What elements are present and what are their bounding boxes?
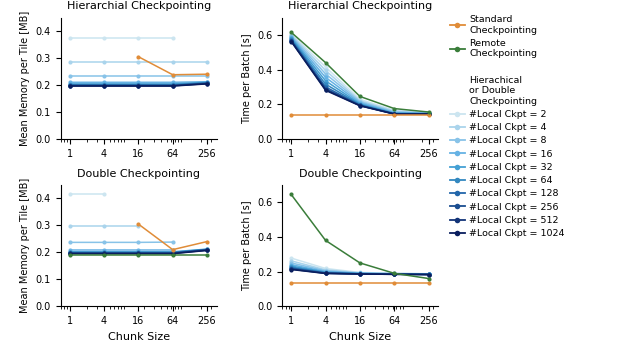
Title: Hierarchial Checkpointing: Hierarchial Checkpointing: [67, 1, 211, 11]
Y-axis label: Time per Batch [s]: Time per Batch [s]: [242, 200, 252, 291]
X-axis label: Chunk Size: Chunk Size: [330, 332, 392, 341]
Y-axis label: Time per Batch [s]: Time per Batch [s]: [242, 33, 252, 124]
Legend: Standard
Checkpointing, Remote
Checkpointing,  , Hierachical
or Double
Checkpoin: Standard Checkpointing, Remote Checkpoin…: [449, 15, 565, 238]
Title: Double Checkpointing: Double Checkpointing: [77, 169, 200, 178]
Y-axis label: Mean Memory per Tile [MB]: Mean Memory per Tile [MB]: [20, 178, 30, 313]
Title: Hierarchial Checkpointing: Hierarchial Checkpointing: [288, 1, 433, 11]
X-axis label: Chunk Size: Chunk Size: [108, 332, 170, 341]
Y-axis label: Mean Memory per Tile [MB]: Mean Memory per Tile [MB]: [20, 11, 30, 146]
Title: Double Checkpointing: Double Checkpointing: [299, 169, 422, 178]
